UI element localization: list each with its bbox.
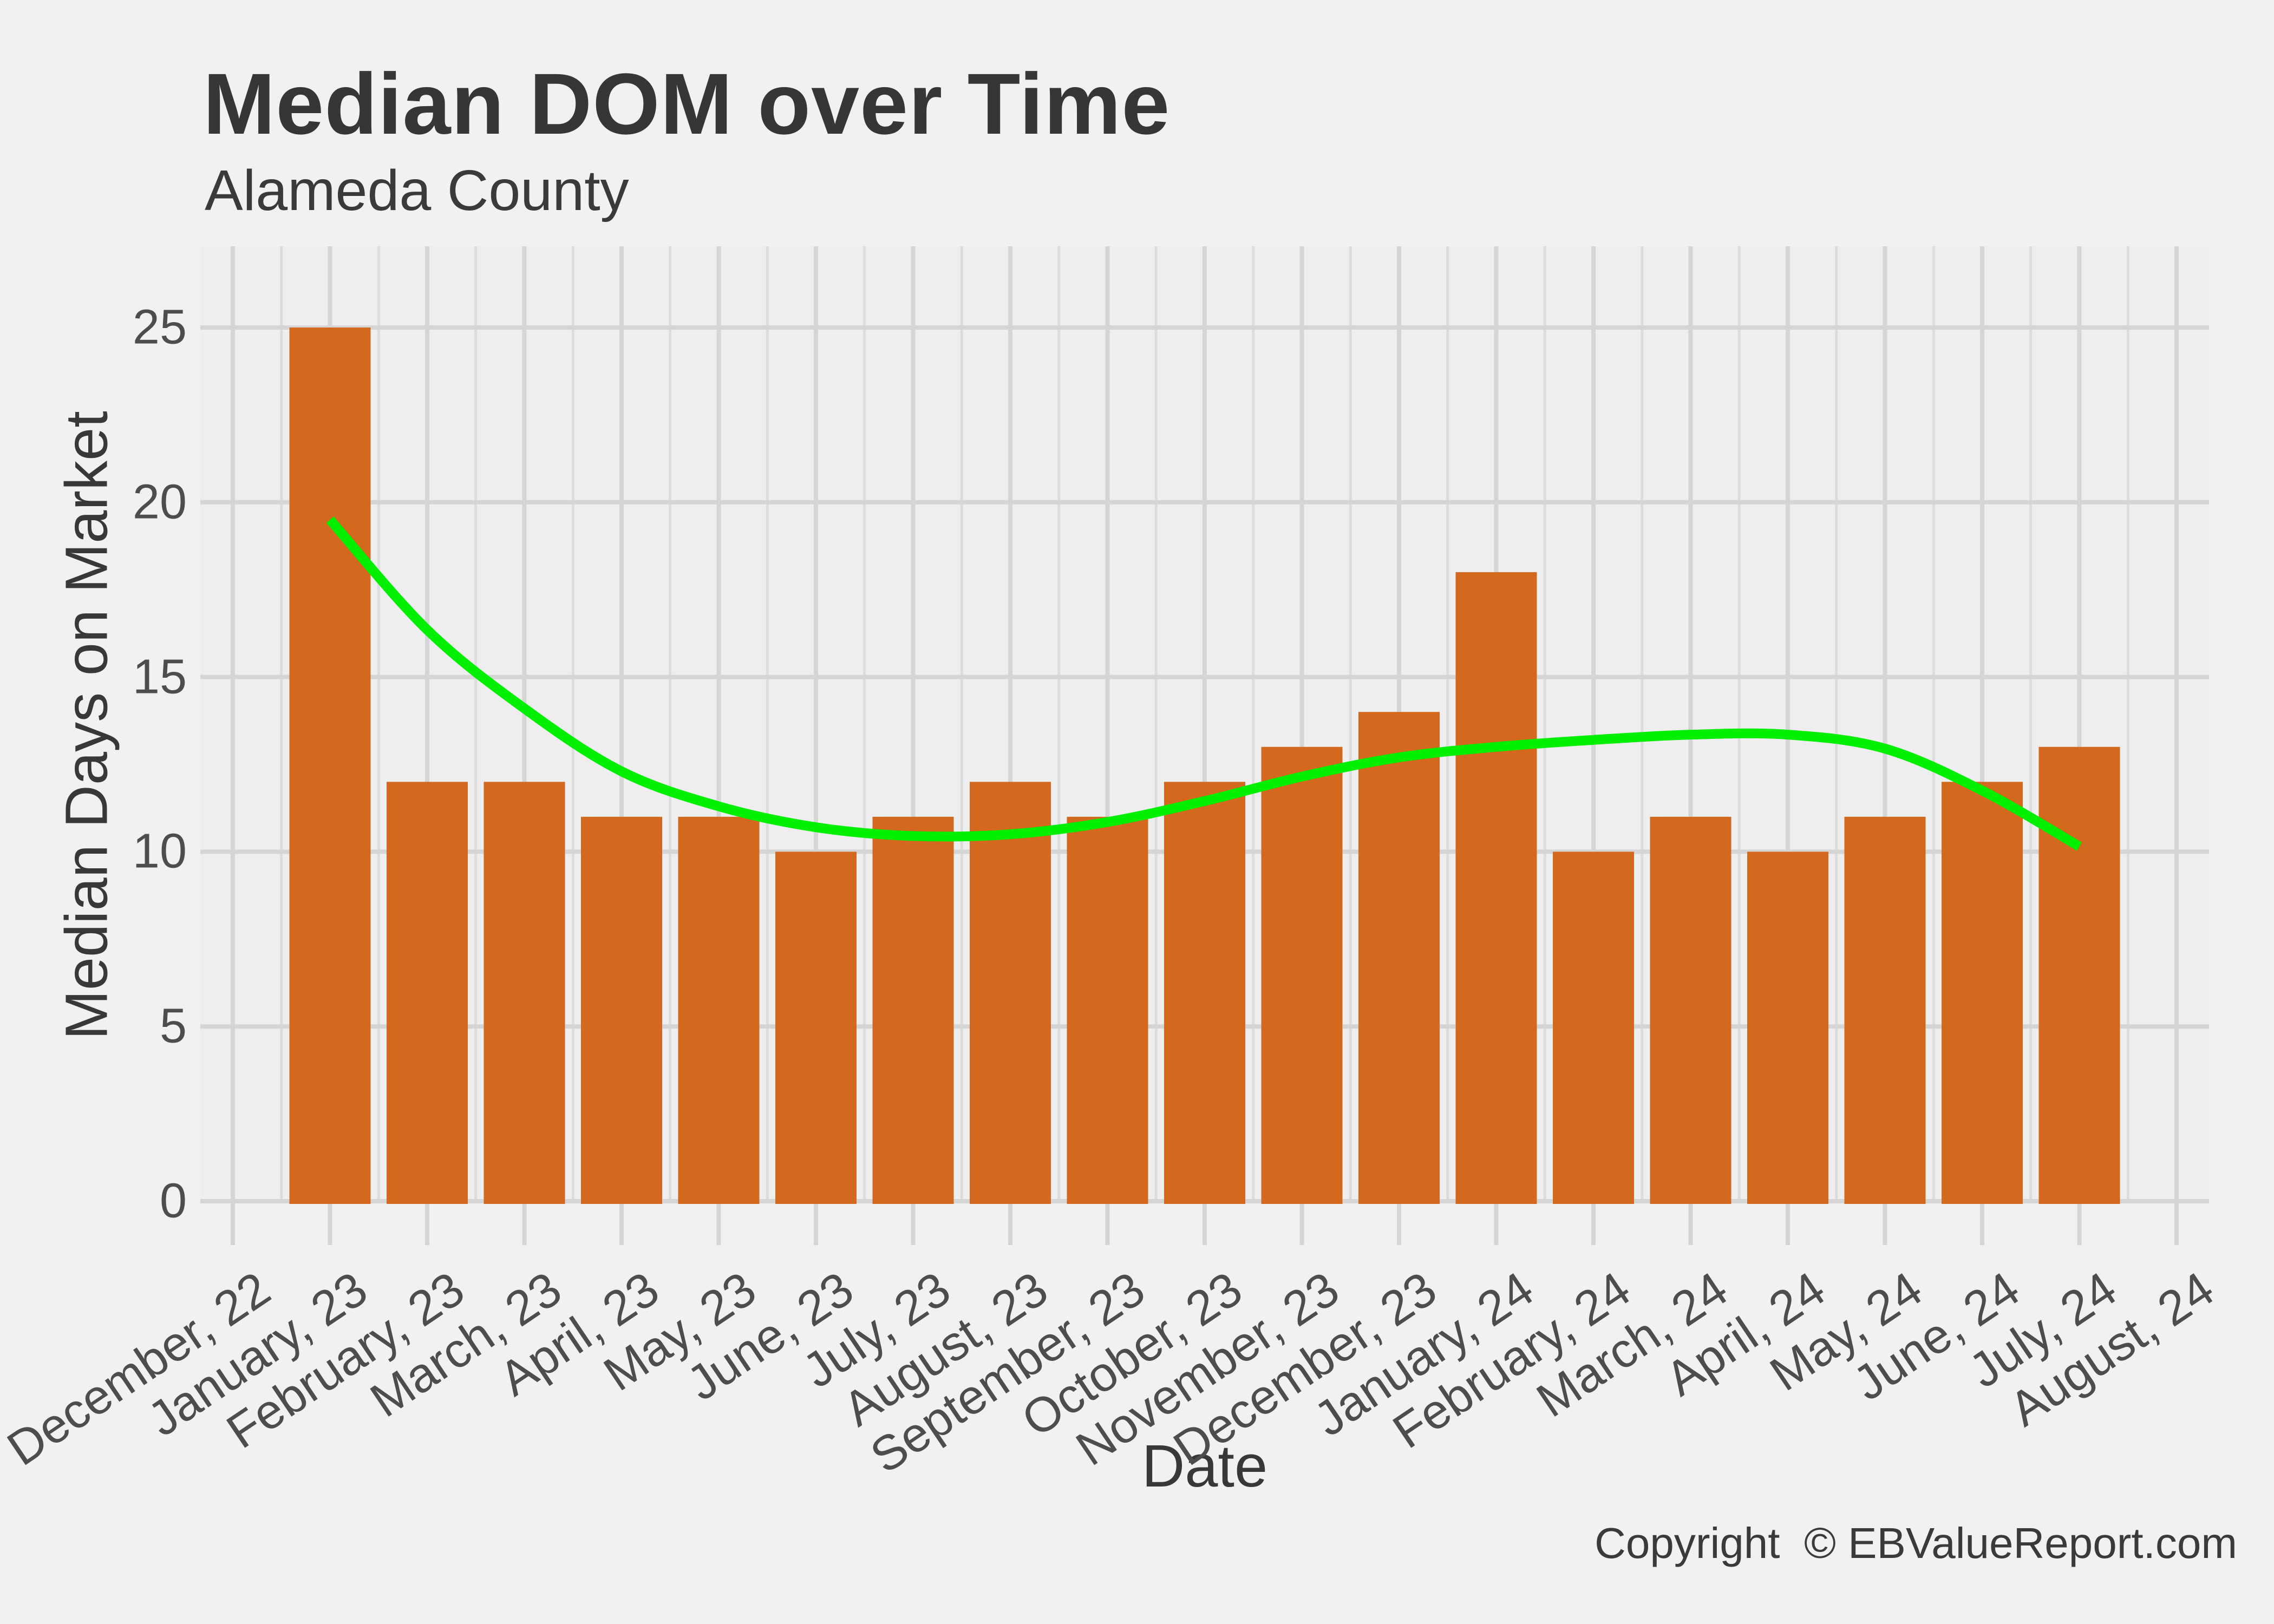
bar xyxy=(678,816,760,1204)
y-tick-label: 15 xyxy=(132,650,187,704)
page-subtitle: Alameda County xyxy=(205,159,629,222)
bar xyxy=(872,816,954,1204)
bar xyxy=(1067,816,1148,1204)
y-tick-label: 10 xyxy=(132,824,187,879)
bar xyxy=(1844,816,1926,1204)
page-title: Median DOM over Time xyxy=(203,55,1171,152)
bar xyxy=(1650,816,1731,1204)
bar xyxy=(581,816,662,1204)
bar xyxy=(1942,782,2023,1204)
y-tick-label: 0 xyxy=(159,1174,187,1228)
bar xyxy=(289,328,371,1204)
bar xyxy=(483,782,565,1204)
y-tick-label: 20 xyxy=(132,475,187,529)
bar xyxy=(2038,746,2120,1204)
copyright-text: Copyright © EBValueReport.com xyxy=(1595,1519,2237,1567)
bar xyxy=(1261,746,1343,1204)
y-tick-label: 5 xyxy=(159,999,187,1053)
bar xyxy=(970,782,1051,1204)
bar xyxy=(1553,852,1634,1204)
bar xyxy=(387,782,468,1204)
smooth-line xyxy=(326,516,2082,851)
bar xyxy=(1455,572,1537,1204)
bar xyxy=(1164,782,1245,1204)
bar xyxy=(1747,852,1828,1204)
y-tick-label: 25 xyxy=(132,300,187,355)
x-axis-title: Date xyxy=(1141,1433,1268,1499)
bar xyxy=(775,852,857,1204)
bar xyxy=(1358,712,1440,1204)
